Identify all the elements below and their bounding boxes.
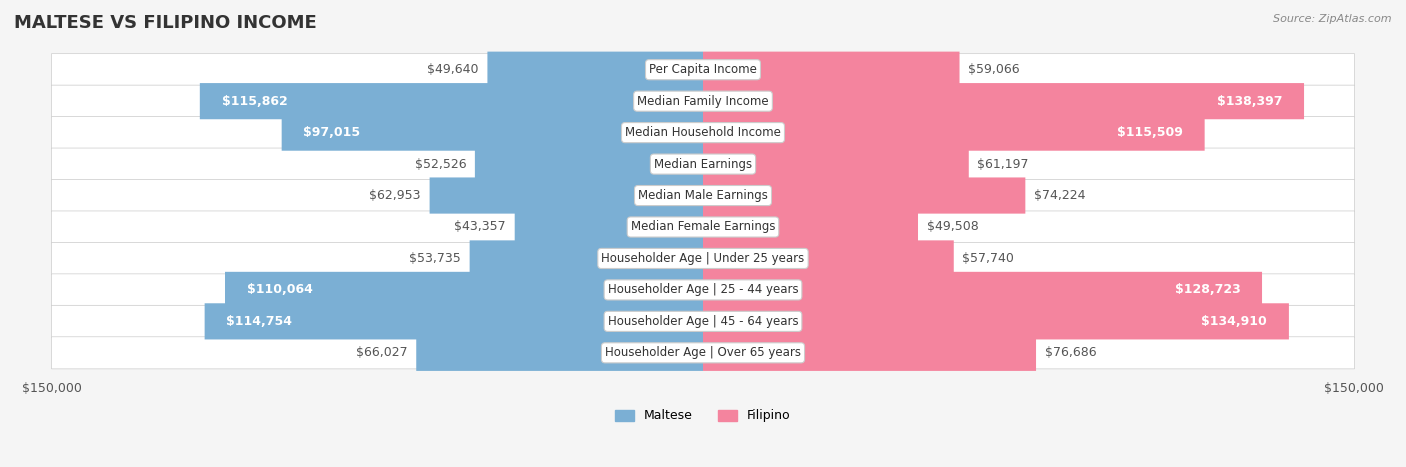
Text: $97,015: $97,015	[304, 126, 360, 139]
Text: $57,740: $57,740	[963, 252, 1014, 265]
FancyBboxPatch shape	[515, 209, 703, 245]
Text: $134,910: $134,910	[1202, 315, 1267, 328]
FancyBboxPatch shape	[200, 83, 703, 119]
Text: Median Male Earnings: Median Male Earnings	[638, 189, 768, 202]
FancyBboxPatch shape	[281, 114, 703, 151]
Text: $115,509: $115,509	[1116, 126, 1182, 139]
Text: Per Capita Income: Per Capita Income	[650, 63, 756, 76]
FancyBboxPatch shape	[416, 335, 703, 371]
Text: $61,197: $61,197	[977, 157, 1029, 170]
FancyBboxPatch shape	[703, 272, 1263, 308]
FancyBboxPatch shape	[703, 241, 953, 276]
FancyBboxPatch shape	[488, 52, 703, 88]
Text: MALTESE VS FILIPINO INCOME: MALTESE VS FILIPINO INCOME	[14, 14, 316, 32]
FancyBboxPatch shape	[52, 242, 1354, 275]
Text: $114,754: $114,754	[226, 315, 292, 328]
FancyBboxPatch shape	[52, 305, 1354, 338]
FancyBboxPatch shape	[52, 54, 1354, 86]
FancyBboxPatch shape	[703, 177, 1025, 213]
FancyBboxPatch shape	[52, 179, 1354, 212]
Text: Median Family Income: Median Family Income	[637, 95, 769, 108]
Text: Median Household Income: Median Household Income	[626, 126, 780, 139]
Text: $110,064: $110,064	[246, 283, 312, 297]
Text: $43,357: $43,357	[454, 220, 506, 234]
FancyBboxPatch shape	[703, 52, 959, 88]
Text: Source: ZipAtlas.com: Source: ZipAtlas.com	[1274, 14, 1392, 24]
FancyBboxPatch shape	[52, 148, 1354, 180]
FancyBboxPatch shape	[430, 177, 703, 213]
FancyBboxPatch shape	[52, 274, 1354, 306]
FancyBboxPatch shape	[475, 146, 703, 182]
Text: Median Female Earnings: Median Female Earnings	[631, 220, 775, 234]
FancyBboxPatch shape	[52, 337, 1354, 369]
Text: $138,397: $138,397	[1216, 95, 1282, 108]
Text: $49,508: $49,508	[927, 220, 979, 234]
FancyBboxPatch shape	[52, 85, 1354, 117]
FancyBboxPatch shape	[52, 211, 1354, 243]
Text: Median Earnings: Median Earnings	[654, 157, 752, 170]
FancyBboxPatch shape	[225, 272, 703, 308]
Text: $62,953: $62,953	[370, 189, 420, 202]
Text: $66,027: $66,027	[356, 347, 408, 359]
Text: $49,640: $49,640	[427, 63, 478, 76]
FancyBboxPatch shape	[703, 209, 918, 245]
FancyBboxPatch shape	[703, 335, 1036, 371]
Text: $52,526: $52,526	[415, 157, 467, 170]
Legend: Maltese, Filipino: Maltese, Filipino	[610, 404, 796, 427]
Text: $53,735: $53,735	[409, 252, 461, 265]
Text: $115,862: $115,862	[222, 95, 287, 108]
FancyBboxPatch shape	[703, 303, 1289, 340]
FancyBboxPatch shape	[205, 303, 703, 340]
Text: $59,066: $59,066	[969, 63, 1019, 76]
Text: Householder Age | 25 - 44 years: Householder Age | 25 - 44 years	[607, 283, 799, 297]
FancyBboxPatch shape	[703, 114, 1205, 151]
FancyBboxPatch shape	[703, 83, 1303, 119]
Text: $128,723: $128,723	[1174, 283, 1240, 297]
Text: Householder Age | Over 65 years: Householder Age | Over 65 years	[605, 347, 801, 359]
FancyBboxPatch shape	[470, 241, 703, 276]
FancyBboxPatch shape	[703, 146, 969, 182]
Text: $74,224: $74,224	[1033, 189, 1085, 202]
FancyBboxPatch shape	[52, 117, 1354, 149]
Text: Householder Age | Under 25 years: Householder Age | Under 25 years	[602, 252, 804, 265]
Text: Householder Age | 45 - 64 years: Householder Age | 45 - 64 years	[607, 315, 799, 328]
Text: $76,686: $76,686	[1045, 347, 1097, 359]
